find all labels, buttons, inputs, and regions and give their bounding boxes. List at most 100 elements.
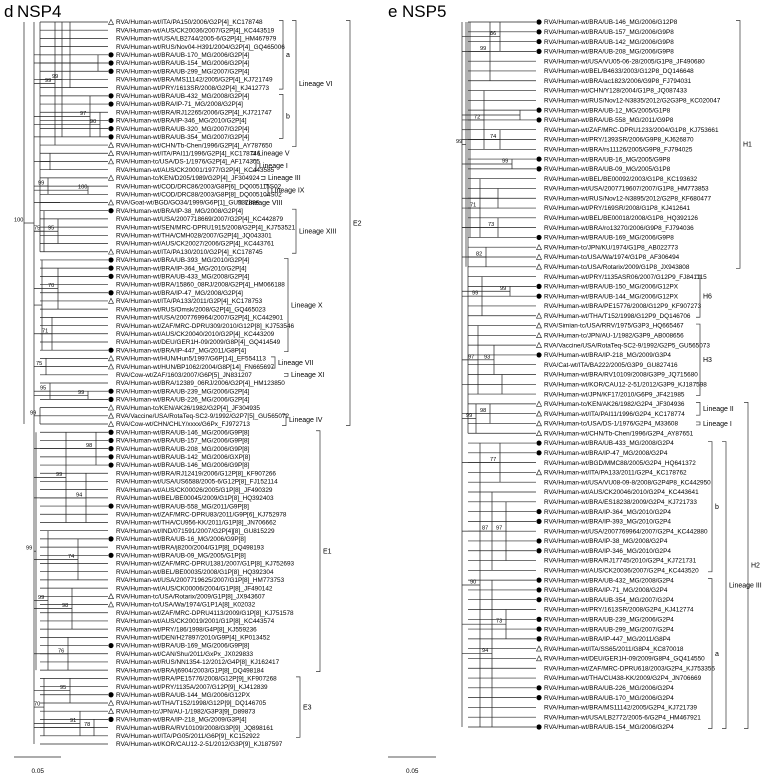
group-bracket — [279, 20, 284, 90]
group-label: Lineage XI — [291, 372, 325, 379]
filled-circle-marker — [108, 429, 114, 435]
filled-circle-marker — [108, 462, 114, 468]
leaf-label: RVA/Human-wt/BRA/RJ17745/2010/G2P4_KJ721… — [544, 558, 697, 565]
leaf-label: RVA/Human-wt/BRA/UB-320_MG/2007/G2P[4] — [116, 126, 250, 133]
leaf-label: RVA/Human-wt/KOR/CAU12-2-51/2012/G3P9_KJ… — [544, 381, 707, 388]
bootstrap-value: 99 — [480, 46, 486, 52]
leaf-label: RVA/Human-wt/BRA/ac1823/2006/G9P8_FJ7940… — [544, 78, 692, 85]
leaf-label: RVA/Human-wt/RUS/Nov12-N3835/2012/G2G3P8… — [544, 98, 721, 105]
leaf-label: RVA/Human-wt/BRA/UB-09_MG/2005/G1P[8] — [116, 552, 246, 559]
group-label: b — [715, 504, 719, 511]
group-bracket — [292, 20, 297, 147]
filled-circle-marker — [108, 692, 114, 698]
scale-bar-label: 0.05 — [32, 768, 45, 775]
open-triangle-marker — [108, 297, 114, 304]
leaf-label: RVA/Human-wt/BRA/IP-47_MG/2008/G2P[4] — [116, 290, 243, 297]
leaf-label: RVA/Human-wt/BRA/12389_06RJ/2006/G2P[4]_… — [116, 380, 285, 387]
leaf-label: RVA/Human-wt/PRY/1135ASR06/2007/G12P9_FJ… — [544, 274, 707, 281]
leaf-label: RVA/Human-wt/BRA/RJ12419/2006/G12P[8]_KF… — [116, 470, 276, 477]
leaf-label: RVA/Human-wt/BEL/BE00045/2009/G1P[8]_HQ3… — [116, 495, 274, 502]
leaf-label: RVA/Human-wt/COD/DRC88/2003/G8P[8]_DQ005… — [116, 191, 282, 198]
filled-circle-marker — [108, 117, 114, 124]
filled-circle-marker — [536, 107, 542, 113]
group-bracket — [264, 184, 269, 197]
filled-circle-marker — [536, 587, 542, 593]
bootstrap-value: 100 — [14, 218, 23, 224]
leaf-label: RVA/Human-wt/BRA/IP-447_MG/2011/G8P[4] — [116, 347, 246, 354]
leaf-label: RVA/Human-wt/THA/CMH028/2007/G2P[4]_JQ04… — [116, 233, 272, 240]
bootstrap-value: 95 — [48, 226, 54, 232]
leaf-label: RVA/Human-wt/PRY/1135A/2007/G12P[9]_KJ41… — [116, 684, 268, 691]
panel-nsp4: d NSP4 97 90 99 99 99 100 75 95 70 71 75 95 99 99 100 9… — [4, 2, 362, 775]
leaf-label: RVA/Human-wt/USA/VU08-09-8/2008/G2P4P8_K… — [544, 479, 711, 486]
leaf-label: RVA/Human-wt/BRA/IP-393_MG/2010/G2P4 — [544, 519, 671, 526]
open-triangle-marker — [536, 655, 542, 662]
leaf-label: RVA/Human-wt/USA/LB2772/2005-6/G2P4_HM46… — [544, 714, 701, 721]
open-triangle-marker — [108, 248, 114, 255]
leaf-label: RVA/Human-wt/USA/LB2744/2005-6/G2P[4]_HM… — [116, 36, 277, 43]
leaf-label: RVA/Human-wt/BEL/BE00018/2008/G1P8_HQ392… — [544, 215, 698, 222]
leaf-label: RVA/Human-tc/JPN/AU-1/1982/G3P9_AB008656 — [544, 333, 684, 340]
filled-circle-marker — [536, 724, 542, 730]
panel-letter: d — [4, 2, 13, 21]
group-bracket — [282, 413, 287, 426]
open-triangle-marker — [536, 263, 542, 270]
leaf-label: RVA/Cow-wt/ZAF/1603/2007/G6P[5]_JN831207 — [116, 372, 252, 379]
leaf-label: RVA/Human-wt/BRA/UB-12_MG/2005/G1P8 — [544, 107, 671, 114]
filled-circle-marker — [108, 454, 114, 460]
filled-circle-marker — [536, 38, 542, 45]
leaf-label: RVA/Human-tc/USA/DS-1/1976/G2P[4]_AF1743… — [116, 159, 260, 166]
filled-circle-marker — [536, 234, 542, 241]
leaf-label: RVA/Human-wt/BRA/UB-558_MG/2011/G9P[8] — [116, 503, 249, 510]
leaf-label: RVA/Human-wt/ITA/PA150/2006/G2P[4]_KC178… — [116, 19, 263, 26]
filled-circle-marker — [536, 626, 542, 632]
leaf-label: RVA/Human-wt/RUS/Nov12-N3895/2012/G2P8_K… — [544, 195, 712, 202]
group-bracket — [252, 159, 257, 172]
bootstrap-value: 97 — [468, 354, 474, 360]
bootstrap-value: 91 — [70, 718, 76, 724]
filled-circle-marker — [536, 577, 542, 583]
filled-circle-marker — [536, 166, 542, 172]
leaf-label: RVA/Human-wt/PRY/1393SR/2006/G9P8_KJ6268… — [544, 137, 694, 144]
leaf-label: RVA/Human-wt/USA/VU05-06-28/2005/G1P8_JF… — [544, 58, 705, 65]
leaf-label: RVA/Human-wt/JPN/KF17/2010/G6P9_JF421985 — [544, 391, 685, 398]
leaf-label: RVA/Human-wt/THA/T152/1998/G12P[9]_DQ146… — [116, 700, 266, 707]
leaf-label: RVA/Human-wt/ITA/PAI11/1996/G2P[4]_KC178… — [116, 150, 261, 157]
leaf-label: RVA/Human-wt/BRA/IP-218_MG/2009/G3P[4] — [116, 717, 247, 724]
bootstrap-value: 99 — [472, 291, 478, 297]
leaf-label: RVA/Human-wt/BRA/ro13270/2006/G9P8_FJ794… — [544, 225, 694, 232]
bootstrap-value: 99 — [56, 472, 62, 478]
leaf-label: RVA/Human-wt/BRA/UB-157_MG/2006/G9P8 — [544, 29, 674, 36]
leaf-label: RVA/Human-wt/THA/T152/1998/G12P9_DQ14670… — [544, 313, 691, 320]
group-bracket — [722, 441, 727, 729]
leaf-label: RVA/Human-wt/ZAF/MRC-DPRU83/2011/G9P[6]_… — [116, 511, 287, 518]
bootstrap-value: 73 — [488, 222, 494, 228]
filled-circle-marker — [536, 293, 542, 299]
leaf-label: RVA/Human-wt/BRA/IP-364_MG/2010/G2P4 — [544, 509, 671, 516]
open-triangle-marker — [108, 355, 114, 362]
bootstrap-value: 99 — [26, 546, 32, 552]
leaf-label: RVA/Human-wt/USA/2007718669/2007/G2P[4]_… — [116, 216, 284, 223]
group-label: Lineage III — [729, 582, 762, 589]
group-label: E2 — [353, 220, 362, 227]
filled-circle-marker — [536, 440, 542, 446]
leaf-label: RVA/Human-wt/BRA/IP-71_MG/2008/G2P[4] — [116, 101, 243, 108]
group-label: Lineage XIII — [299, 229, 336, 236]
bootstrap-value: 99 — [78, 390, 84, 396]
group-label: Lineage IX — [271, 187, 305, 194]
group-label: H1 — [743, 142, 752, 149]
leaf-label: RVA/Human-wt/BRA/UB-354_MG/2007/G2P[4] — [116, 134, 250, 141]
group-bracket — [736, 20, 741, 269]
leaf-label: RVA/Human-wt/USA/2007719625/2007/G1P[8]_… — [116, 577, 285, 584]
open-triangle-marker — [108, 420, 114, 427]
leaf-label: RVA/Human-wt/BRA/UB-16_MG/2006/G9P[8] — [116, 536, 246, 543]
bootstrap-value: 99 — [502, 158, 508, 164]
filled-circle-marker — [108, 273, 114, 279]
bootstrap-value: 95 — [40, 386, 46, 392]
bootstrap-value: 99 — [500, 286, 506, 292]
leaf-label: RVA/Human-wt/BRA/UB-299_MG/2007/G2P[4] — [116, 68, 250, 75]
filled-circle-marker — [108, 134, 114, 140]
filled-circle-marker — [108, 208, 114, 214]
leaf-label: RVA/Human-wt/BRA/UB-558_MG/2011/G9P8 — [544, 117, 674, 124]
